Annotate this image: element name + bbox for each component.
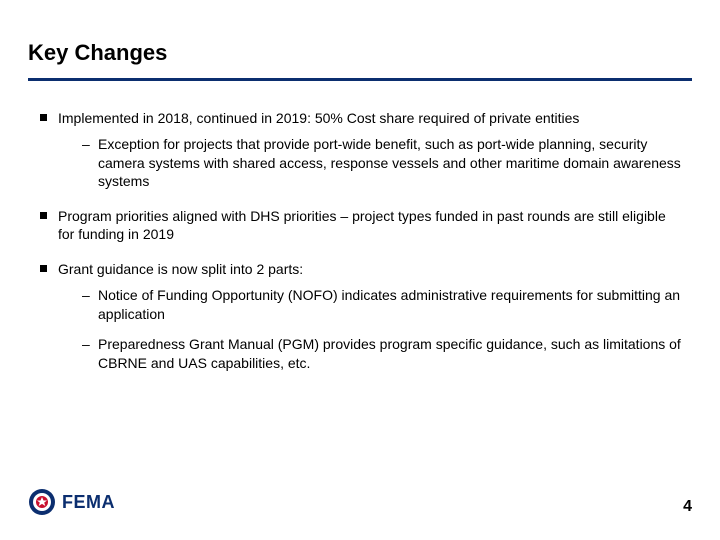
bullet-item: Program priorities aligned with DHS prio… [40, 207, 684, 244]
content-area: Implemented in 2018, continued in 2019: … [0, 81, 720, 372]
bullet-text: Implemented in 2018, continued in 2019: … [58, 110, 579, 126]
sub-bullet-text: Exception for projects that provide port… [98, 136, 681, 189]
title-block: Key Changes [0, 0, 720, 72]
sub-bullet-list: Exception for projects that provide port… [82, 135, 684, 190]
sub-bullet-text: Preparedness Grant Manual (PGM) provides… [98, 336, 681, 370]
sub-bullet-text: Notice of Funding Opportunity (NOFO) ind… [98, 287, 680, 321]
sub-bullet-item: Exception for projects that provide port… [82, 135, 684, 190]
footer: FEMA 4 [28, 488, 692, 516]
seal-icon [28, 488, 56, 516]
slide-title: Key Changes [28, 40, 692, 66]
bullet-item: Implemented in 2018, continued in 2019: … [40, 109, 684, 191]
bullet-item: Grant guidance is now split into 2 parts… [40, 260, 684, 372]
sub-bullet-item: Notice of Funding Opportunity (NOFO) ind… [82, 286, 684, 323]
fema-wordmark: FEMA [62, 492, 115, 513]
bullet-list: Implemented in 2018, continued in 2019: … [40, 109, 684, 372]
sub-bullet-list: Notice of Funding Opportunity (NOFO) ind… [82, 286, 684, 372]
fema-logo: FEMA [28, 488, 115, 516]
bullet-text: Program priorities aligned with DHS prio… [58, 208, 666, 242]
bullet-text: Grant guidance is now split into 2 parts… [58, 261, 303, 277]
sub-bullet-item: Preparedness Grant Manual (PGM) provides… [82, 335, 684, 372]
slide: Key Changes Implemented in 2018, continu… [0, 0, 720, 540]
page-number: 4 [683, 498, 692, 516]
